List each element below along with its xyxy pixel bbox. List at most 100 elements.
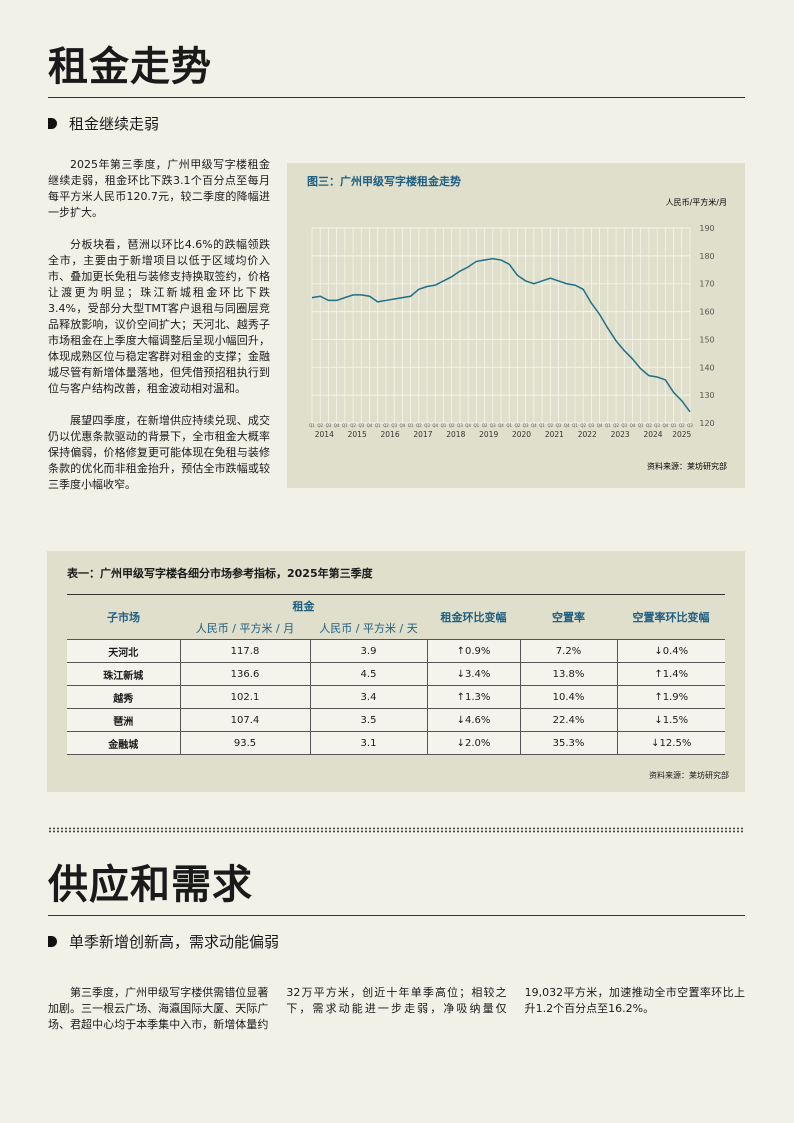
x-tick-label: Q1	[375, 423, 381, 428]
x-tick-label: Q2	[449, 423, 455, 428]
table-cell: ↑1.9%	[616, 685, 725, 709]
table-title: 表一：广州甲级写字楼各细分市场参考指标，2025年第三季度	[67, 567, 373, 580]
x-tick-label: Q3	[556, 423, 562, 428]
x-tick-label: Q2	[416, 423, 422, 428]
y-tick-label: 170	[699, 280, 714, 289]
th: 租金	[292, 600, 315, 613]
table-row: 琶洲 107.4 3.5 ↓4.6% 22.4% ↓1.5%	[67, 708, 725, 732]
table-row: 越秀 102.1 3.4 ↑1.3% 10.4% ↑1.9%	[67, 685, 725, 709]
table-cell: 13.8%	[519, 662, 618, 686]
x-tick-label: Q2	[350, 423, 356, 428]
x-tick-label: Q1	[342, 423, 348, 428]
x-tick-label: Q4	[465, 423, 471, 428]
x-tick-label: Q4	[400, 423, 406, 428]
th: 空置率	[552, 611, 585, 624]
x-tick-label: Q2	[679, 423, 685, 428]
table-cell: 7.2%	[519, 639, 618, 663]
table-cell: 金融城	[67, 731, 181, 755]
table-row: 天河北 117.8 3.9 ↑0.9% 7.2% ↓0.4%	[67, 639, 725, 663]
year-label: 2015	[348, 430, 367, 439]
x-tick-label: Q1	[539, 423, 545, 428]
table-cell: 越秀	[67, 685, 181, 709]
chart-source: 资料来源：莱坊研究部	[647, 461, 727, 471]
separator	[48, 827, 745, 833]
x-tick-label: Q4	[432, 423, 438, 428]
x-tick-label: Q3	[654, 423, 660, 428]
chart: 图三：广州甲级写字楼租金走势 人民币/平方米/月 资料来源：莱坊研究部 120 1…	[307, 174, 727, 471]
y-tick-label: 180	[699, 252, 714, 261]
x-tick-label: Q4	[597, 423, 603, 428]
x-tick-label: Q1	[506, 423, 512, 428]
y-tick-label: 160	[699, 308, 714, 317]
x-tick-label: Q1	[441, 423, 447, 428]
x-tick-label: Q3	[621, 423, 627, 428]
x-tick-label: Q4	[564, 423, 570, 428]
paragraph: 2025年第三季度，广州甲级写字楼租金继续走弱，租金环比下跌3.1个百分点至每月…	[48, 158, 270, 219]
x-tick-label: Q1	[605, 423, 611, 428]
table-cell: 3.1	[309, 731, 428, 755]
x-tick-label: Q4	[367, 423, 373, 428]
year-label: 2021	[545, 430, 564, 439]
x-tick-label: Q3	[326, 423, 332, 428]
x-tick-label: Q2	[646, 423, 652, 428]
line-series	[311, 257, 691, 413]
table-cell: 3.5	[309, 708, 428, 732]
th: 人民币 / 平方米 / 天	[319, 622, 418, 635]
x-tick-label: Q3	[523, 423, 529, 428]
section-subtitle: 单季新增创新高，需求动能偏弱	[48, 931, 279, 952]
th: 空置率环比变幅	[632, 611, 710, 624]
y-tick-label: 120	[699, 419, 714, 428]
x-tick-label: Q1	[473, 423, 479, 428]
y-axis-label: 人民币/平方米/月	[666, 197, 727, 207]
section-title: 租金走势	[48, 44, 212, 90]
x-tick-label: Q4	[630, 423, 636, 428]
x-tick-label: Q3	[687, 423, 693, 428]
table-cell: ↓3.4%	[426, 662, 521, 686]
table-cell: 117.8	[179, 639, 311, 663]
table-cell: 4.5	[309, 662, 428, 686]
table-cell: 22.4%	[519, 708, 618, 732]
year-label: 2023	[611, 430, 630, 439]
x-tick-label: Q1	[671, 423, 677, 428]
th: 租金环比变幅	[440, 611, 507, 624]
x-tick-label: Q1	[638, 423, 644, 428]
table-cell: 102.1	[179, 685, 311, 709]
table-cell: 琶洲	[67, 708, 181, 732]
rule	[48, 97, 745, 98]
x-tick-label: Q1	[309, 423, 315, 428]
table-source: 资料来源：莱坊研究部	[649, 771, 729, 780]
x-tick-label: Q4	[498, 423, 504, 428]
chart-panel: 图三：广州甲级写字楼租金走势 人民币/平方米/月 资料来源：莱坊研究部 120 1…	[287, 163, 745, 488]
table-cell: ↑0.9%	[426, 639, 521, 663]
table-cell: ↓1.5%	[616, 708, 725, 732]
table-cell: ↓12.5%	[616, 731, 725, 755]
x-tick-label: Q3	[490, 423, 496, 428]
table-cell: ↓4.6%	[426, 708, 521, 732]
x-tick-label: Q3	[589, 423, 595, 428]
table-cell: 珠江新城	[67, 662, 181, 686]
x-tick-label: Q3	[358, 423, 364, 428]
year-label: 2024	[643, 430, 662, 439]
table-cell: 93.5	[179, 731, 311, 755]
y-tick-label: 150	[699, 335, 714, 344]
rule	[48, 915, 745, 916]
table: 子市场 租金 租金环比变幅 空置率 空置率环比变幅 人民币 / 平方米 / 月 …	[67, 594, 725, 755]
year-label: 2025	[672, 430, 691, 439]
section-title: 供应和需求	[48, 862, 253, 908]
paragraph: 分板块看，琶洲以环比4.6%的跌幅领跌全市，主要由于新增项目以低于区域均价入市、…	[48, 238, 270, 395]
paragraph: 展望四季度，在新增供应持续兑现、成交仍以优惠条款驱动的背景下，全市租金大概率保持…	[48, 414, 270, 491]
y-tick-label: 190	[699, 224, 714, 233]
table-cell: 3.4	[309, 685, 428, 709]
table-cell: 天河北	[67, 639, 181, 663]
table-cell: 3.9	[309, 639, 428, 663]
x-tick-label: Q1	[408, 423, 414, 428]
table-cell: ↓0.4%	[616, 639, 725, 663]
x-tick-label: Q2	[580, 423, 586, 428]
year-label: 2019	[479, 430, 498, 439]
x-tick-label: Q2	[383, 423, 389, 428]
table-panel: 表一：广州甲级写字楼各细分市场参考指标，2025年第三季度 子市场 租金 租金环…	[47, 551, 745, 792]
th: 人民币 / 平方米 / 月	[195, 622, 295, 635]
x-tick-label: Q4	[662, 423, 668, 428]
table-cell: 136.6	[179, 662, 311, 686]
